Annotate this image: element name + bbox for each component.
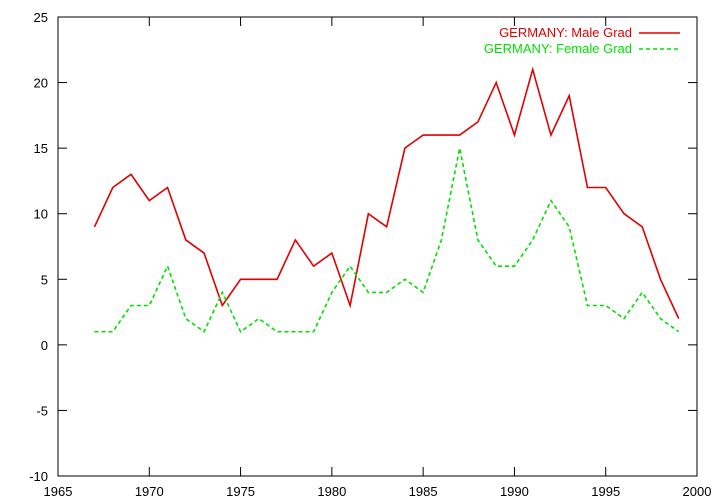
x-tick-label: 1975 [226, 484, 255, 499]
y-tick-label: -5 [36, 403, 48, 418]
x-tick-label: 1995 [591, 484, 620, 499]
plot-frame [57, 16, 698, 477]
y-tick-label: -10 [29, 469, 48, 484]
x-tick-label: 1985 [409, 484, 438, 499]
x-tick-label: 1965 [44, 484, 73, 499]
x-tick-label: 2000 [683, 484, 712, 499]
legend-label: GERMANY: Female Grad [484, 41, 632, 56]
x-tick-label: 1980 [317, 484, 346, 499]
y-tick-label: 20 [34, 76, 48, 91]
y-tick-label: 15 [34, 141, 48, 156]
x-tick-label: 1970 [135, 484, 164, 499]
tick-labels: 1965 1970 1975 1980 1985 1990 1995 2000 -10 -5 0 5 1… [29, 10, 711, 499]
series-layer [93, 66, 680, 333]
y-tick-label: 5 [41, 272, 48, 287]
y-tick-label: 10 [34, 207, 48, 222]
y-tick-label: 0 [41, 338, 48, 353]
y-tick-label: 25 [34, 10, 48, 25]
x-tick-label: 1990 [500, 484, 529, 499]
legend-label: GERMANY: Male Grad [499, 25, 632, 40]
